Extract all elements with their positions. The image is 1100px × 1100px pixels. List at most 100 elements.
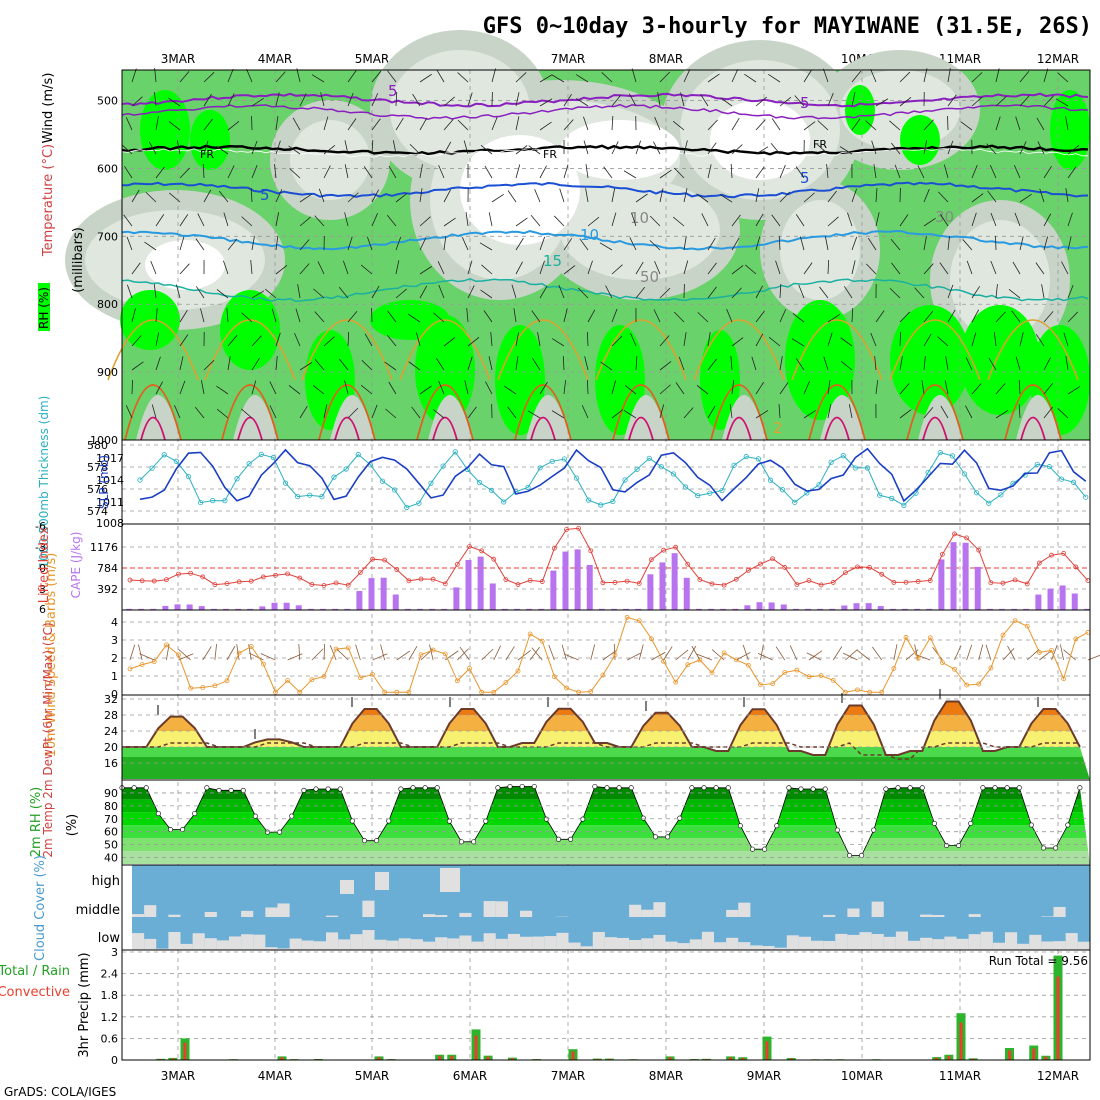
precip-convective-bar (789, 1058, 793, 1060)
wind-barb (971, 383, 982, 395)
cape-bar (392, 594, 399, 610)
thickness-marker (270, 454, 276, 461)
wind-barb (419, 285, 428, 299)
precip-convective-bar (280, 1057, 284, 1060)
precip-convective-bar (607, 1058, 611, 1060)
wind-barb (1043, 311, 1054, 323)
wind-marker (636, 618, 642, 624)
cape-bar (574, 549, 581, 610)
cloud-low-bar (277, 948, 290, 950)
cloud-low-bar (253, 934, 266, 950)
wind-barb (539, 260, 545, 275)
rh-marker (446, 818, 452, 824)
thickness-marker (1058, 476, 1065, 482)
wind-barb (551, 338, 565, 347)
li-marker (515, 582, 521, 587)
wind-marker (745, 662, 751, 668)
precip-convective-bar (450, 1055, 454, 1060)
wind-barb (504, 385, 517, 395)
wind-barb (126, 236, 133, 251)
wind-barb (987, 190, 997, 203)
wind-marker (163, 642, 169, 648)
wind-barb (611, 188, 616, 203)
wind-barb (274, 164, 277, 179)
precip-convective-bar (741, 1057, 745, 1060)
contour-label: 50 (640, 268, 659, 286)
cape-bar (671, 553, 678, 610)
wind-marker (600, 672, 606, 678)
wind-barb (227, 165, 235, 179)
wind-barb (339, 358, 349, 371)
wind-barb (947, 309, 956, 323)
wind-marker (1012, 618, 1018, 624)
wind-barb (611, 116, 614, 131)
wind-barb (347, 407, 359, 419)
wind-barb (654, 260, 661, 275)
cloud-mid-bar (653, 902, 666, 917)
surface-wind-barb (311, 648, 324, 661)
cloud-low-bar (750, 945, 763, 950)
cloud-low-bar (1029, 934, 1042, 950)
rh-marker (701, 785, 707, 791)
surface-wind-barb (626, 652, 642, 661)
wind-barb (803, 121, 816, 131)
cloud-mid-bar (932, 914, 945, 917)
wind-barb (347, 311, 358, 323)
wind-barb (395, 260, 400, 275)
rh-marker (1077, 785, 1083, 791)
contour-label: FR (200, 148, 214, 161)
cape-bar (974, 566, 981, 610)
precip-convective-bar (971, 1058, 975, 1060)
wind-barb (1067, 236, 1072, 251)
cape-bar (853, 603, 860, 610)
cape-bar (999, 608, 1005, 610)
rh-marker (931, 820, 937, 826)
wind-barb (778, 404, 781, 419)
surface-wind-barb (687, 645, 697, 661)
precip-convective-bar (486, 1056, 490, 1060)
wind-barb (587, 309, 596, 323)
wind-barb (707, 73, 720, 83)
wind-marker (733, 657, 739, 663)
wind-barb (755, 213, 764, 227)
wind-barb (795, 358, 805, 371)
thickness-marker (610, 498, 616, 505)
cape-bar (623, 608, 630, 610)
wind-barb (539, 98, 553, 107)
rh-marker (264, 829, 270, 835)
wind-barb (586, 331, 589, 347)
cloud-low-bar (1065, 933, 1078, 950)
top-date-label: 5MAR (355, 52, 390, 66)
dewpoint-line (122, 742, 1080, 760)
rh-marker (483, 818, 489, 824)
thickness-marker (246, 461, 252, 467)
wind-barb (577, 287, 589, 299)
li-marker (442, 581, 448, 587)
wind-barb (176, 140, 181, 155)
wind-barb (605, 285, 613, 299)
bottom-date-label: 9MAR (747, 1069, 782, 1083)
li-tick-label: -3 (35, 541, 46, 554)
temp-band (122, 757, 1090, 779)
wind-barb (848, 404, 853, 419)
wind-barb (1067, 386, 1081, 395)
wind-barb (371, 70, 382, 83)
wind-barb (601, 72, 613, 83)
level-tick-label: 700 (97, 230, 118, 243)
wind-barb (803, 380, 810, 395)
wind-barb (1065, 188, 1069, 203)
wind-marker (624, 615, 630, 620)
cape-bar (780, 604, 787, 610)
rh-zone-dry (145, 240, 225, 290)
cape-bar (259, 606, 266, 610)
wind-barb (227, 120, 240, 131)
cape-bar (805, 608, 811, 610)
wind-barb (515, 92, 520, 107)
cloud-low-bar (1077, 941, 1090, 950)
temp-tick-label: 28 (104, 709, 118, 722)
rh-marker (652, 834, 658, 840)
wind-barb (1043, 382, 1054, 395)
wind-barb (659, 287, 671, 299)
wind-barb (755, 410, 769, 419)
surface-wind-barb (236, 644, 240, 661)
